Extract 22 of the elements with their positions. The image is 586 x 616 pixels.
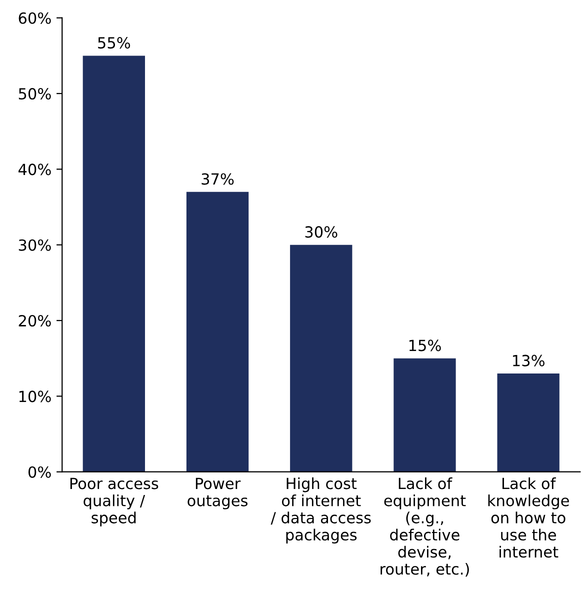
x-tick-label: High cost of internet / data access packages xyxy=(270,477,371,544)
data-label: 55% xyxy=(98,37,130,49)
bar xyxy=(497,373,560,472)
x-tick-label: Lack of knowledge on how to use the internet xyxy=(488,477,569,558)
data-label: 37% xyxy=(202,173,234,185)
y-tick-label: 10% xyxy=(19,390,51,402)
x-tick-label: Power outages xyxy=(188,478,248,510)
x-tick-label: Lack of equipment (e.g., defective devise, router, etc.) xyxy=(380,477,469,577)
y-tick-label: 50% xyxy=(18,88,51,100)
bar xyxy=(186,192,249,472)
bar xyxy=(82,56,145,472)
x-tick-label: Poor access quality / speed xyxy=(70,478,158,526)
y-tick-label: 60% xyxy=(18,12,51,24)
y-tick-label: 0% xyxy=(28,466,51,478)
data-label: 30% xyxy=(305,226,338,238)
bar xyxy=(394,358,456,472)
data-label: 15% xyxy=(409,340,441,352)
y-tick-label: 20% xyxy=(18,314,51,327)
bar xyxy=(290,244,352,472)
y-tick-label: 40% xyxy=(18,164,51,176)
y-tick-label: 30% xyxy=(18,239,51,251)
data-label: 13% xyxy=(513,354,544,366)
